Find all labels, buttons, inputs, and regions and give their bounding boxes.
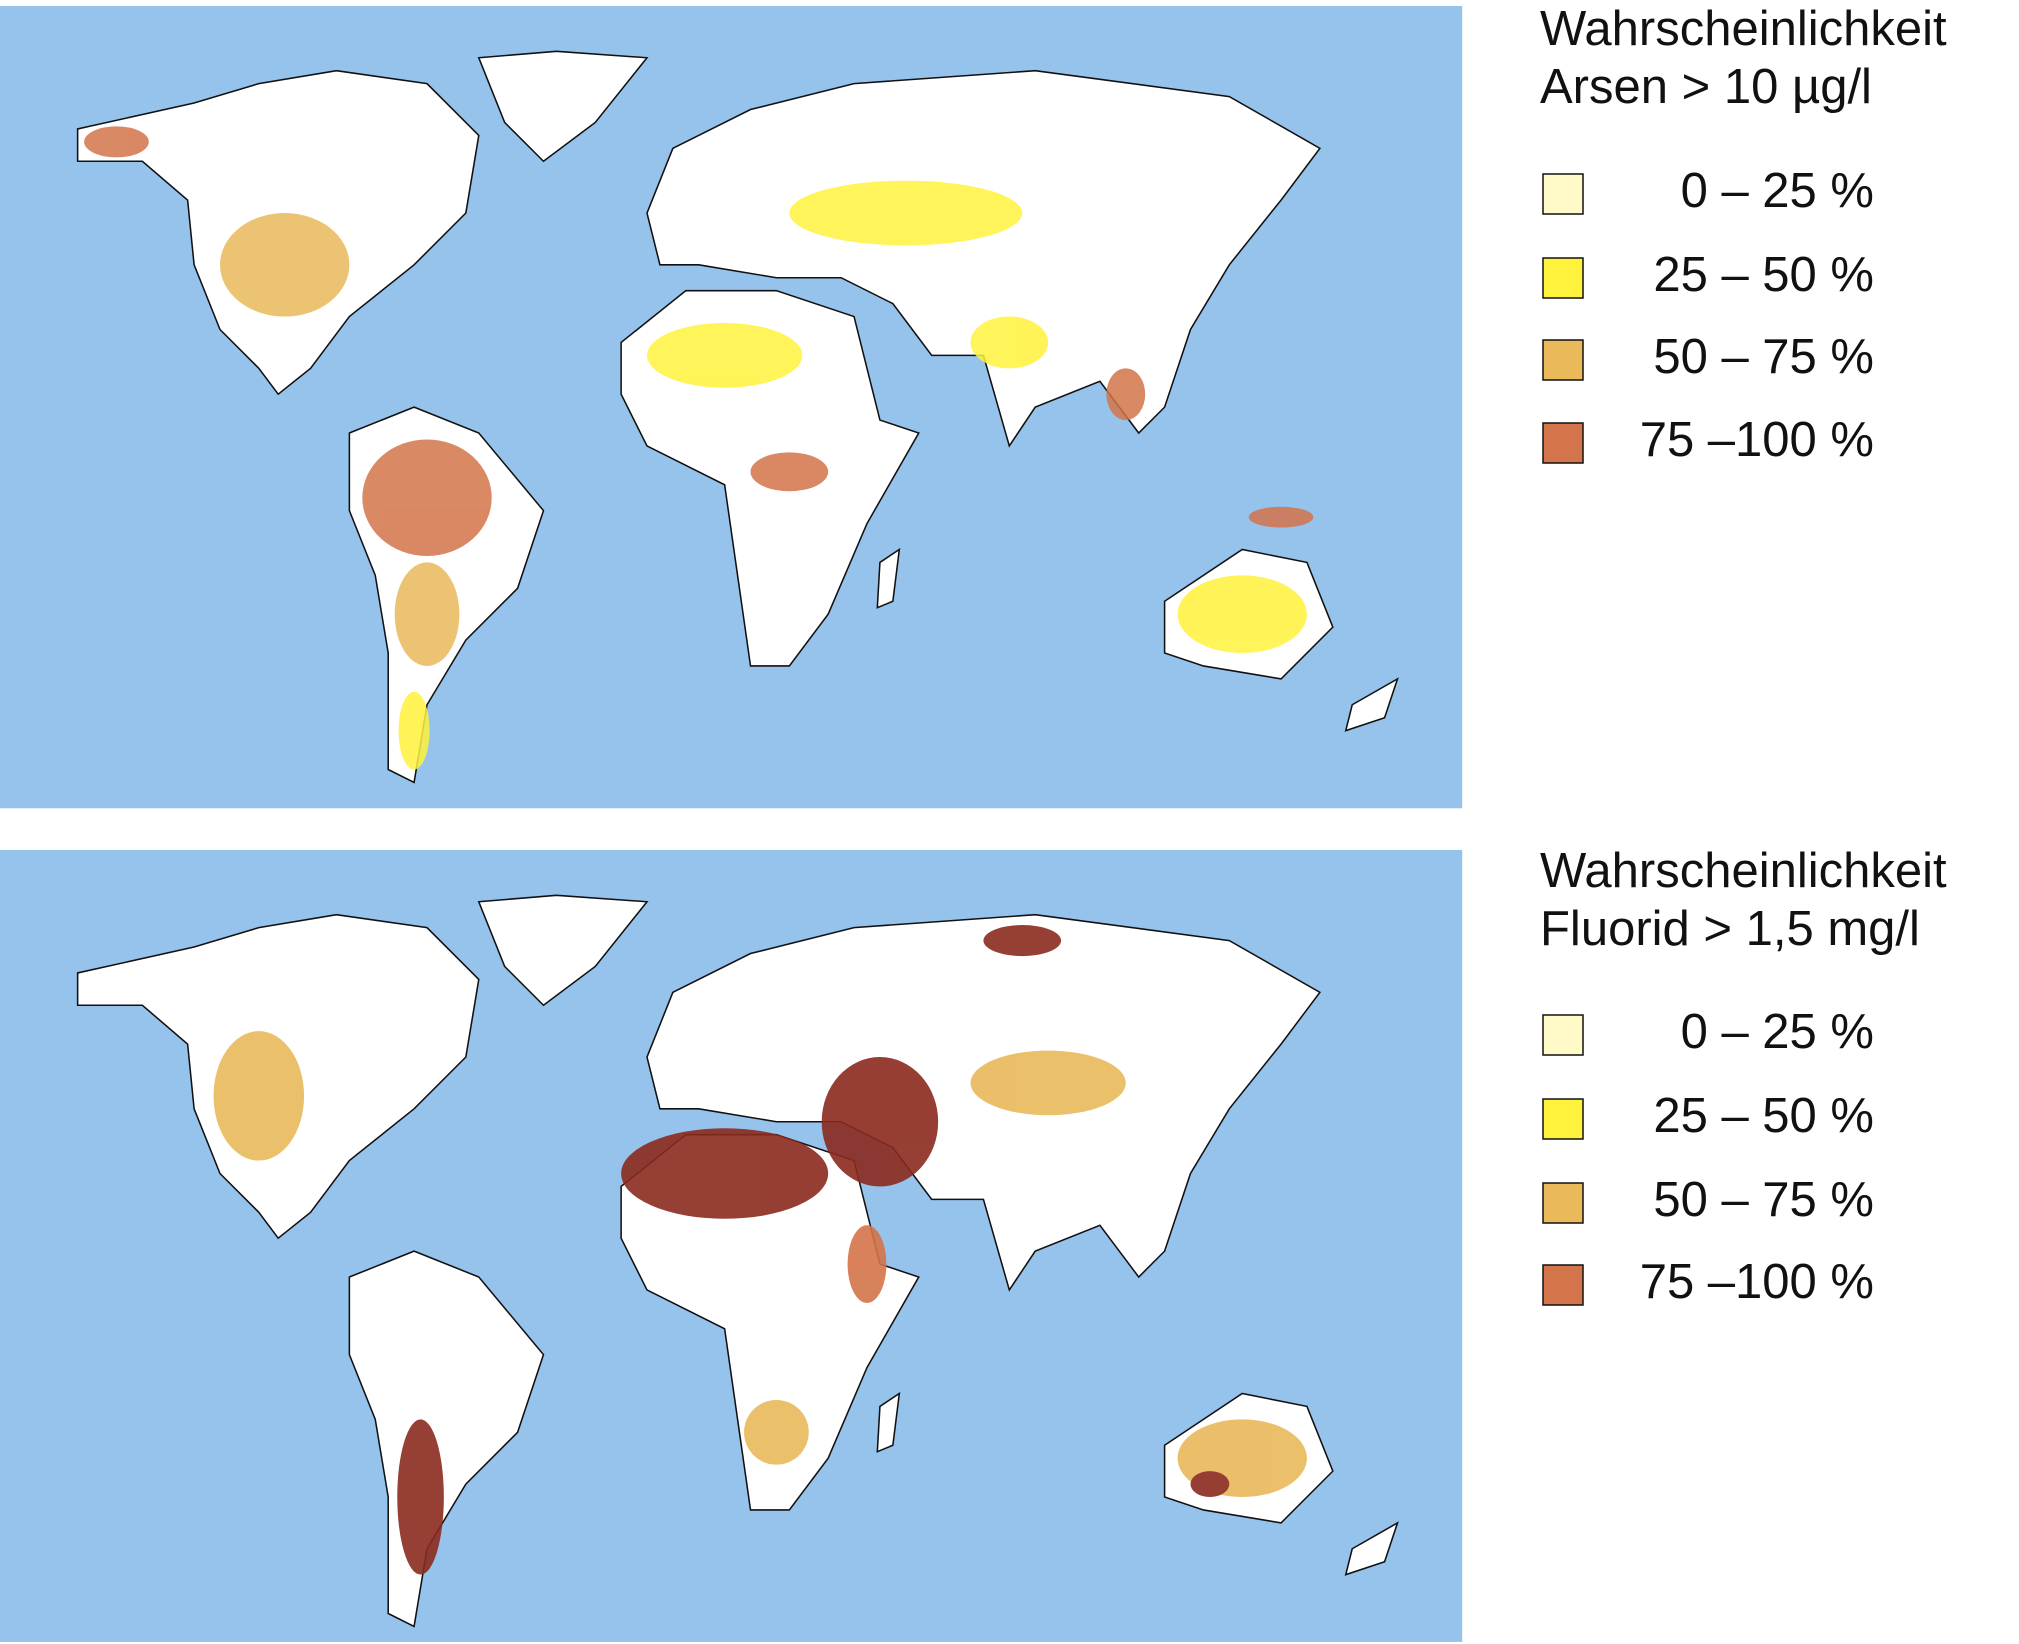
fluoride-map bbox=[0, 850, 1463, 1642]
legend-label: 50 – 75 % bbox=[1653, 330, 1874, 384]
legend-title: Wahrscheinlichkeit bbox=[1540, 2, 1947, 56]
legend-label: 50 – 75 % bbox=[1653, 1173, 1874, 1227]
arsenic-map bbox=[0, 6, 1463, 809]
legend-title: Wahrscheinlichkeit bbox=[1540, 844, 1947, 898]
legend-label: 0 – 25 % bbox=[1681, 1005, 1874, 1059]
legend-label: 25 – 50 % bbox=[1653, 1089, 1874, 1143]
legend-swatch bbox=[1542, 422, 1584, 464]
legend-swatch bbox=[1542, 339, 1584, 381]
legend-swatch bbox=[1542, 1264, 1584, 1306]
legend-swatch bbox=[1542, 1182, 1584, 1224]
legend-swatch bbox=[1542, 173, 1584, 215]
legend-swatch bbox=[1542, 1098, 1584, 1140]
legend-title: Fluorid > 1,5 mg/l bbox=[1540, 902, 1920, 956]
legend-title: Arsen > 10 µg/l bbox=[1540, 60, 1872, 114]
legend-swatch bbox=[1542, 1014, 1584, 1056]
legend-swatch bbox=[1542, 257, 1584, 299]
legend-label: 75 –100 % bbox=[1640, 413, 1874, 467]
hazard-areas bbox=[84, 126, 1314, 770]
legend-label: 25 – 50 % bbox=[1653, 248, 1874, 302]
legend-label: 0 – 25 % bbox=[1681, 164, 1874, 218]
hazard-areas bbox=[213, 925, 1307, 1575]
legend-label: 75 –100 % bbox=[1640, 1255, 1874, 1309]
